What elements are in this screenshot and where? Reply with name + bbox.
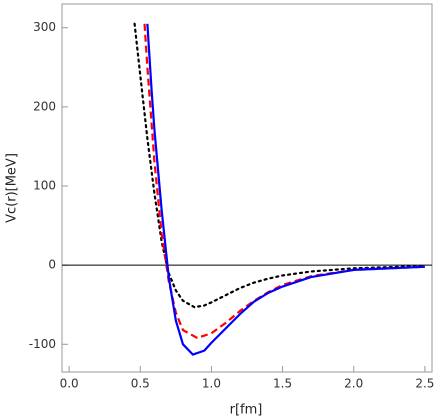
y-tick-label: -100 bbox=[29, 337, 56, 351]
x-tick-label: 2.0 bbox=[344, 377, 363, 391]
plot-frame bbox=[61, 3, 433, 373]
y-tick-label: 300 bbox=[33, 20, 56, 34]
x-tick-label: 0.5 bbox=[131, 377, 150, 391]
x-tick-label: 2.5 bbox=[415, 377, 434, 391]
y-tick-label: 200 bbox=[33, 99, 56, 113]
y-axis-title: Vc(r)[MeV] bbox=[5, 153, 20, 223]
x-tick-label: 0.0 bbox=[60, 377, 79, 391]
y-tick-label: 100 bbox=[33, 179, 56, 193]
x-tick-label: 1.5 bbox=[273, 377, 292, 391]
line-series bbox=[133, 22, 426, 309]
x-tick-label: 1.0 bbox=[202, 377, 221, 391]
line-series bbox=[143, 23, 425, 340]
x-axis-title: r[fm] bbox=[230, 403, 263, 418]
y-tick-label: 0 bbox=[48, 258, 56, 272]
line-series bbox=[146, 23, 425, 356]
